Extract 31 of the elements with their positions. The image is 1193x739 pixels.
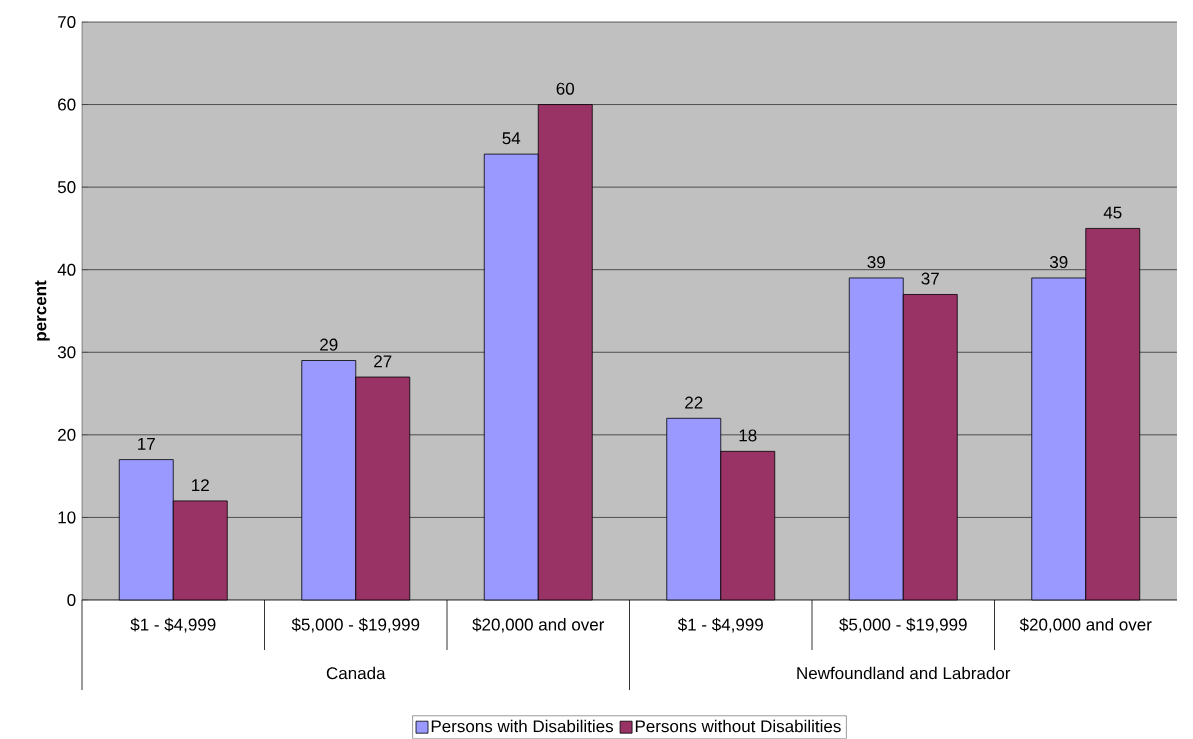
x-tick-label: $5,000 - $19,999 (291, 617, 420, 633)
legend-label: Persons without Disabilities (635, 719, 841, 733)
text: Newfoundland and Labrador (797, 666, 1011, 680)
x-tick-label: $1 - $4,999 (130, 617, 216, 633)
data-label: 37 (921, 272, 939, 285)
data-label: 39 (1049, 256, 1068, 269)
y-tick-label: 70 (58, 16, 76, 29)
y-tick-label: 50 (57, 181, 76, 194)
x-tick-label: $20,000 and over (1019, 617, 1152, 633)
data-label: 18 (739, 429, 757, 442)
data-label: 54 (502, 132, 521, 145)
data-label: 39 (867, 256, 885, 269)
x-tick-label: $20,000 and over (472, 617, 605, 633)
x-tick-label: $5,000 - $19,999 (839, 617, 967, 633)
legend-label: Persons with Disabilities (431, 719, 614, 733)
data-label: 60 (556, 82, 575, 95)
y-tick-label: 20 (58, 428, 76, 441)
y-tick-label: 30 (57, 346, 76, 359)
data-label: 22 (685, 396, 703, 409)
y-tick-label: 40 (57, 263, 76, 276)
data-label: 29 (320, 338, 338, 351)
x-tick-label: $1 - $4,999 (677, 617, 763, 633)
y-axis-title: percent (35, 280, 50, 341)
y-tick-label: 60 (58, 98, 76, 111)
text: Canada (326, 666, 386, 680)
data-label: 17 (138, 438, 155, 450)
y-tick-label: 10 (58, 511, 76, 524)
data-label: 12 (192, 479, 209, 492)
data-label: 45 (1103, 206, 1122, 219)
y-tick-label: 0 (67, 594, 76, 607)
data-label: 27 (374, 355, 392, 368)
